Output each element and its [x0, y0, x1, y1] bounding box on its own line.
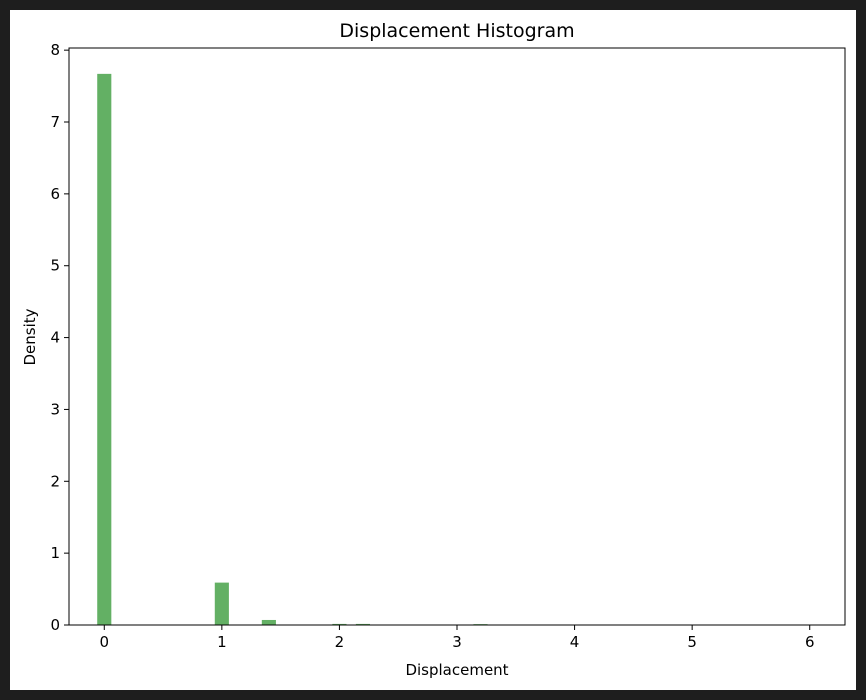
histogram-chart: Displacement Histogram 0 1 2 3 4 5 6 0 1 2 3 4 5 6 7 8…	[21, 20, 846, 679]
x-tick-label: 0	[99, 633, 109, 651]
x-tick-label: 1	[217, 633, 227, 651]
x-tick-label: 6	[805, 633, 815, 651]
histogram-bar-2	[261, 619, 276, 625]
y-tick-label: 4	[50, 329, 60, 347]
y-tick-label: 6	[50, 185, 60, 203]
y-tick-label: 2	[50, 472, 60, 490]
bars-group	[97, 73, 488, 625]
plot-frame	[68, 47, 846, 626]
y-tick-label: 1	[50, 544, 60, 562]
x-tick-label: 2	[335, 633, 345, 651]
x-tick-label: 5	[687, 633, 697, 651]
x-tick-label: 3	[452, 633, 462, 651]
y-axis-ticks: 0 1 2 3 4 5 6 7 8	[50, 41, 69, 634]
y-tick-label: 8	[50, 41, 60, 59]
x-tick-label: 4	[570, 633, 580, 651]
x-axis-label: Displacement	[405, 661, 508, 679]
histogram-bar-1	[214, 582, 229, 625]
y-tick-label: 7	[50, 113, 60, 131]
y-tick-label: 5	[50, 257, 60, 275]
histogram-bar-0	[97, 73, 112, 625]
y-tick-label: 3	[50, 400, 60, 418]
chart-figure: Displacement Histogram 0 1 2 3 4 5 6 0 1 2 3 4 5 6 7 8…	[10, 10, 856, 690]
histogram-bar-4	[355, 623, 370, 625]
chart-title: Displacement Histogram	[339, 20, 574, 42]
x-axis-ticks: 0 1 2 3 4 5 6	[99, 625, 815, 651]
y-tick-label: 0	[50, 616, 60, 634]
histogram-bar-3	[332, 623, 347, 625]
y-axis-label: Density	[21, 308, 39, 365]
